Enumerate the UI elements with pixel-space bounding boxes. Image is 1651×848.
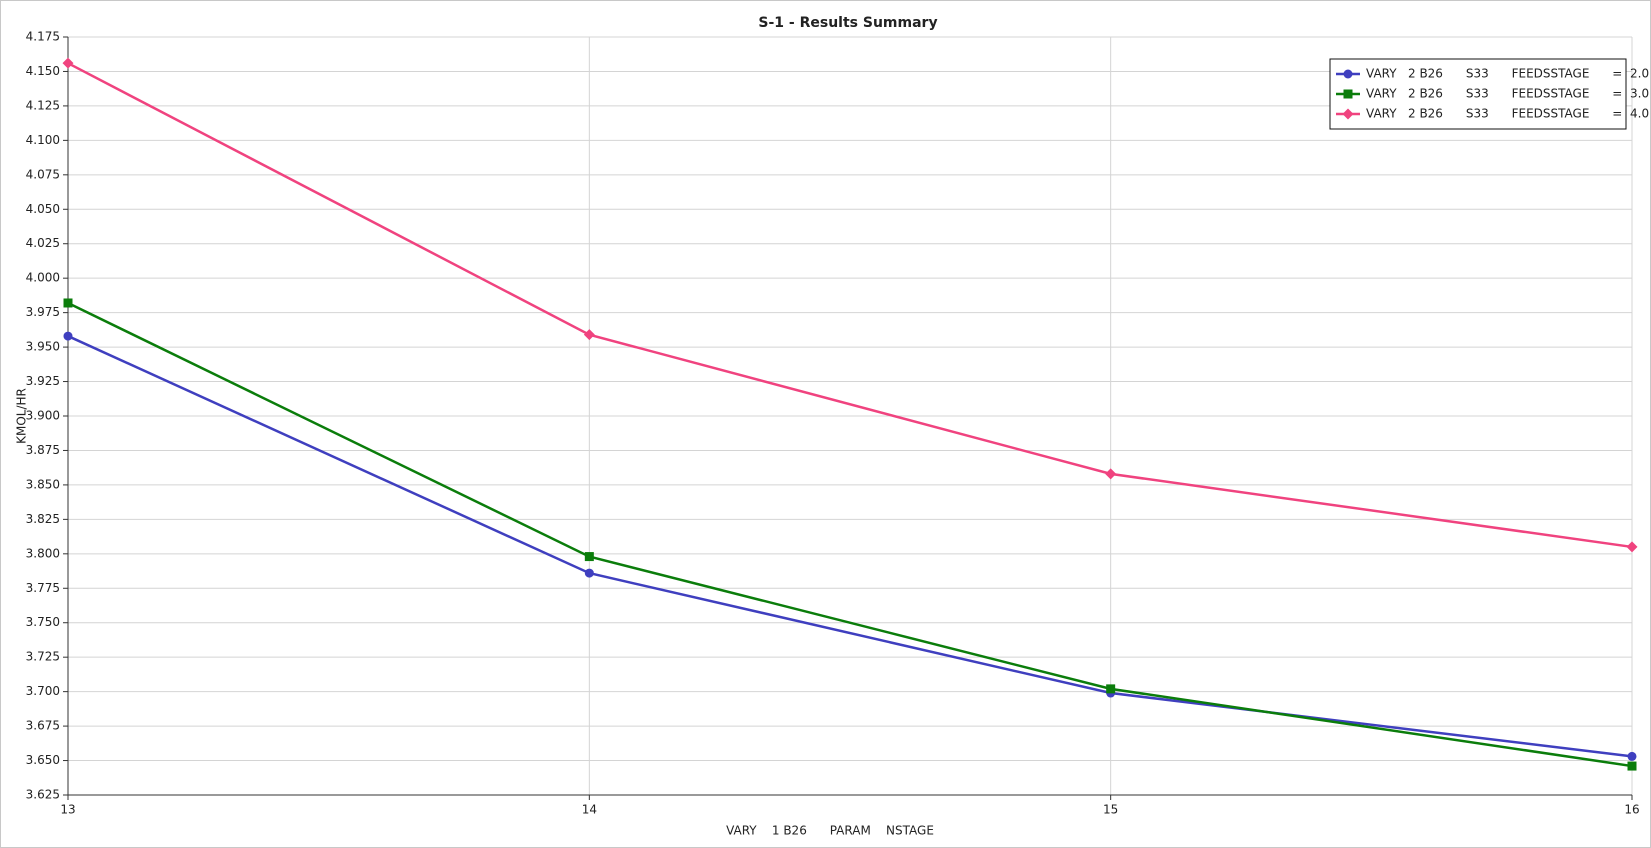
y-tick-label: 3.725	[26, 650, 60, 664]
x-axis-label: VARY 1 B26 PARAM NSTAGE	[726, 824, 934, 838]
chart-title: S-1 - Results Summary	[758, 15, 937, 31]
y-tick-label: 3.750	[26, 615, 60, 629]
y-tick-label: 3.850	[26, 477, 60, 491]
x-tick-label: 13	[60, 803, 75, 817]
legend-label: VARY 2 B26 S33 FEEDSSTAGE = 3.0	[1366, 87, 1649, 101]
x-tick-label: 14	[582, 803, 597, 817]
y-tick-label: 3.950	[26, 340, 60, 354]
x-tick-label: 15	[1103, 803, 1118, 817]
x-tick-label: 16	[1624, 803, 1639, 817]
y-tick-label: 4.000	[26, 271, 60, 285]
y-tick-label: 3.800	[26, 546, 60, 560]
y-tick-label: 4.125	[26, 98, 60, 112]
y-tick-label: 4.025	[26, 236, 60, 250]
y-tick-label: 3.975	[26, 305, 60, 319]
y-tick-label: 3.675	[26, 719, 60, 733]
marker	[584, 552, 594, 562]
marker	[1627, 761, 1637, 771]
series-line	[67, 62, 1633, 549]
marker	[1343, 69, 1353, 79]
series-line	[67, 334, 1633, 758]
marker	[63, 331, 73, 341]
marker	[1342, 108, 1354, 120]
y-tick-label: 3.875	[26, 443, 60, 457]
marker	[1106, 684, 1116, 694]
y-tick-label: 4.075	[26, 167, 60, 181]
y-tick-label: 3.650	[26, 753, 60, 767]
marker	[1627, 751, 1637, 761]
legend-label: VARY 2 B26 S33 FEEDSSTAGE = 4.0	[1366, 107, 1649, 121]
marker	[584, 568, 594, 578]
y-tick-label: 4.100	[26, 133, 60, 147]
series-line	[67, 301, 1633, 768]
legend-label: VARY 2 B26 S33 FEEDSSTAGE = 2.0	[1366, 67, 1649, 81]
y-tick-label: 4.175	[26, 30, 60, 44]
y-tick-label: 3.775	[26, 581, 60, 595]
marker	[583, 329, 595, 341]
y-tick-label: 3.625	[26, 788, 60, 802]
y-tick-label: 3.825	[26, 512, 60, 526]
y-axis-label: KMOL/HR	[15, 388, 29, 444]
y-tick-label: 3.900	[26, 409, 60, 423]
y-tick-label: 3.700	[26, 684, 60, 698]
y-tick-label: 3.925	[26, 374, 60, 388]
legend-box	[1329, 58, 1627, 130]
marker	[1626, 541, 1638, 553]
marker	[62, 57, 74, 69]
marker	[1105, 468, 1117, 480]
y-tick-label: 4.050	[26, 202, 60, 216]
marker	[63, 298, 73, 308]
y-tick-label: 4.150	[26, 64, 60, 78]
marker	[1343, 89, 1353, 99]
